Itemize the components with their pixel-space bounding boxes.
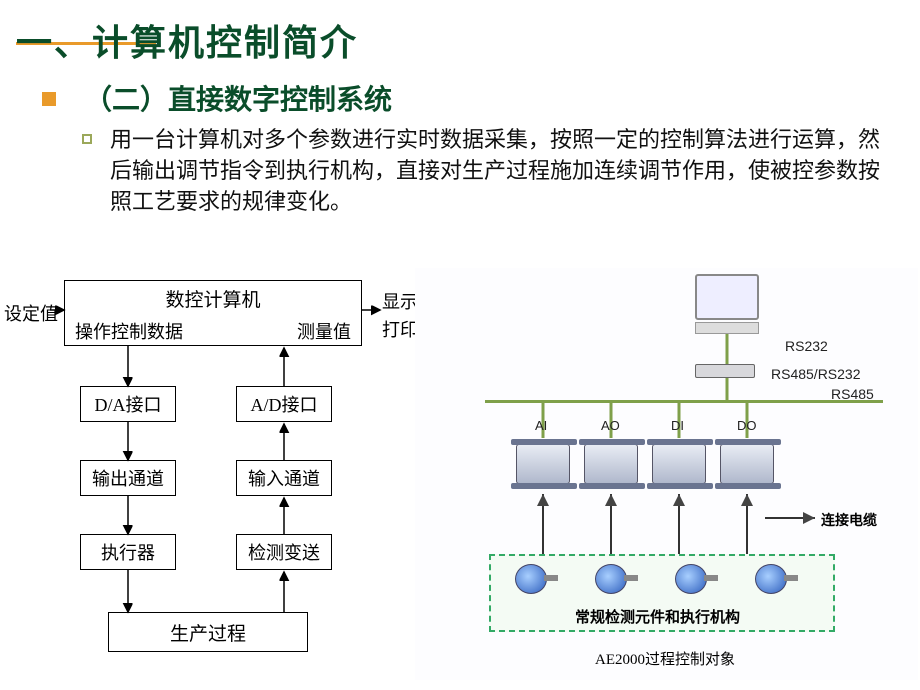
bullet-icon (42, 92, 56, 106)
module-ai-icon (516, 444, 570, 484)
title-block: 一、计算机控制简介 (16, 14, 358, 66)
flowchart-arrows (4, 278, 414, 678)
module-di-icon (652, 444, 706, 484)
mod-label-do: DO (737, 418, 757, 433)
label-cable: 连接电缆 (821, 510, 877, 530)
module-do-icon (720, 444, 774, 484)
caption-ae2000: AE2000过程控制对象 (595, 648, 735, 669)
label-ground: 常规检测元件和执行机构 (575, 606, 740, 627)
mod-label-di: DI (671, 418, 684, 433)
sensor-icon (755, 564, 787, 594)
subtitle: （二）直接数字控制系统 (84, 78, 392, 118)
flowchart-ddc: 设定值 数控计算机 操作控制数据 测量值 显示 打印 D/A接口 输出通道 执行… (4, 278, 414, 678)
mod-label-ao: AO (601, 418, 620, 433)
sub-bullet-icon (82, 134, 92, 144)
page-title: 一、计算机控制简介 (16, 14, 358, 66)
mod-label-ai: AI (535, 418, 547, 433)
body-paragraph: 用一台计算机对多个参数进行实时数据采集，按照一定的控制算法进行运算，然后输出调节… (110, 125, 880, 217)
sensor-icon (595, 564, 627, 594)
module-ao-icon (584, 444, 638, 484)
sensor-icon (515, 564, 547, 594)
topology-diagram: RS232 RS485/RS232 RS485 AI AO DI DO 连接电缆 (415, 268, 918, 680)
sensor-icon (675, 564, 707, 594)
